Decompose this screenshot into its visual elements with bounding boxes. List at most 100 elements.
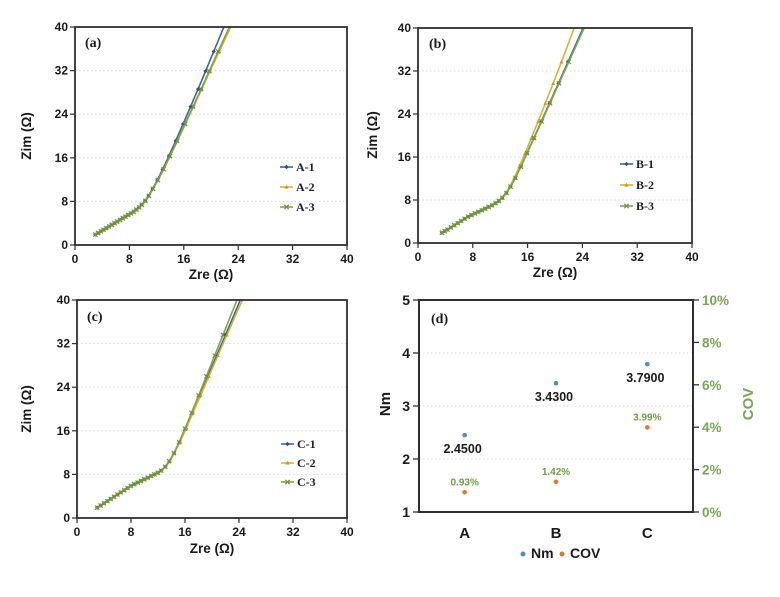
marker-cross [135, 480, 141, 486]
marker-cross [94, 505, 100, 511]
series-C-1 [95, 299, 242, 510]
right-axis-title: COV [740, 388, 757, 421]
marker-cross [98, 502, 104, 508]
y-tick-label: 8 [61, 194, 68, 208]
data-point [645, 425, 650, 430]
marker-diamond [285, 441, 290, 447]
x-tick-label: 40 [685, 250, 699, 264]
marker-triangle [551, 81, 556, 85]
category-label: A [459, 525, 470, 542]
marker-cross [142, 198, 148, 204]
x-tick-label: 16 [521, 250, 535, 264]
x-tick-label: 32 [286, 252, 300, 266]
gridlines [77, 343, 347, 475]
data-label: 2.4500 [444, 442, 482, 456]
marker-cross [482, 206, 488, 212]
marker-cross [451, 222, 457, 228]
marker-cross [162, 464, 168, 470]
x-axis-title: Zre (Ω) [533, 265, 578, 280]
marker-cross [503, 190, 509, 196]
marker-cross [122, 214, 128, 220]
data-label: 3.99% [633, 412, 661, 423]
x-tick-label: 8 [126, 252, 133, 266]
marker-cross [448, 224, 454, 230]
legend-label: A-1 [296, 160, 315, 174]
series-line [441, 27, 575, 234]
y-tick-label: 8 [63, 467, 70, 481]
marker-cross [465, 214, 471, 220]
marker-triangle [543, 101, 548, 105]
plot-frame [417, 27, 693, 244]
x-tick-label: 32 [631, 250, 645, 264]
series-Nm: 2.4500 3.4300 3.7900 [444, 361, 664, 456]
marker-cross [166, 458, 172, 464]
series-B-2 [439, 27, 575, 235]
legend: Nm COV [520, 545, 601, 561]
marker-cross [141, 476, 147, 482]
marker-cross [101, 500, 107, 506]
marker-cross [486, 204, 492, 210]
data-point [553, 380, 559, 386]
left-tick-label: 2 [402, 451, 410, 467]
marker-cross [125, 485, 131, 491]
marker-cross [442, 228, 448, 234]
left-tick-label: 1 [402, 504, 410, 520]
series-C-3 [94, 299, 238, 511]
marker-diamond [211, 49, 216, 54]
marker-triangle [215, 353, 220, 358]
marker-cross [508, 184, 514, 190]
legend-label: B-3 [636, 199, 654, 213]
legend: A-1 A-2 A-3 [280, 160, 315, 214]
left-axis-title: Nm [377, 392, 394, 416]
marker-triangle [536, 119, 541, 124]
right-tick-label: 10% [702, 293, 729, 308]
x-tick-label: 24 [576, 250, 590, 264]
marker-cross [444, 227, 450, 233]
x-tick-label: 40 [340, 252, 354, 266]
y-tick-label: 0 [404, 236, 411, 250]
series-COV: 0.93% 1.42% 3.99% [450, 412, 662, 495]
marker-cross [284, 479, 291, 485]
marker-cross [150, 186, 156, 192]
legend-label: Nm [531, 545, 554, 561]
panel-c: 0 8 16 24 32 40 0 8 16 24 32 40 Zre (Ω) Zim (Ω) (c) C-1… [19, 293, 354, 556]
marker-cross [212, 353, 218, 359]
panel-letter: (b) [429, 37, 446, 52]
x-tick-label: 0 [74, 525, 81, 539]
y-tick-label: 32 [55, 64, 69, 78]
marker-cross [106, 223, 112, 229]
marker-cross [171, 450, 177, 456]
marker-diamond [624, 161, 629, 167]
panel-d: 1 2 3 4 5 0% 2% 4% 6% 8% 10% A B C Nm COV (d) 2.4500 3.430… [377, 292, 757, 561]
marker-cross [131, 481, 137, 487]
marker-cross [472, 210, 478, 216]
legend-dot [559, 551, 565, 557]
legend-label: C-1 [297, 437, 316, 451]
marker-cross [146, 193, 152, 199]
marker-triangle [529, 136, 534, 140]
left-tick-label: 4 [402, 345, 410, 361]
series-B-1 [439, 27, 584, 235]
y-tick-label: 40 [398, 21, 412, 35]
series-line [96, 299, 242, 509]
y-tick-label: 32 [57, 337, 71, 351]
series-C-2 [95, 299, 244, 510]
marker-cross [547, 100, 553, 106]
series-B-3 [439, 27, 585, 236]
marker-diamond [284, 164, 289, 170]
data-point [462, 432, 467, 438]
marker-triangle [624, 182, 629, 187]
plot-frame [76, 299, 348, 519]
marker-cross [190, 104, 196, 110]
marker-cross [128, 210, 134, 216]
marker-cross [492, 200, 498, 206]
data-label: 3.4300 [535, 390, 573, 404]
legend: C-1 C-2 C-3 [281, 437, 316, 489]
marker-cross [167, 153, 173, 159]
marker-cross [174, 138, 180, 144]
legend-label: B-2 [636, 178, 654, 192]
right-tick-label: 4% [702, 420, 722, 435]
x-axis-title: Zre (Ω) [189, 267, 234, 282]
series-A-3 [92, 26, 231, 238]
